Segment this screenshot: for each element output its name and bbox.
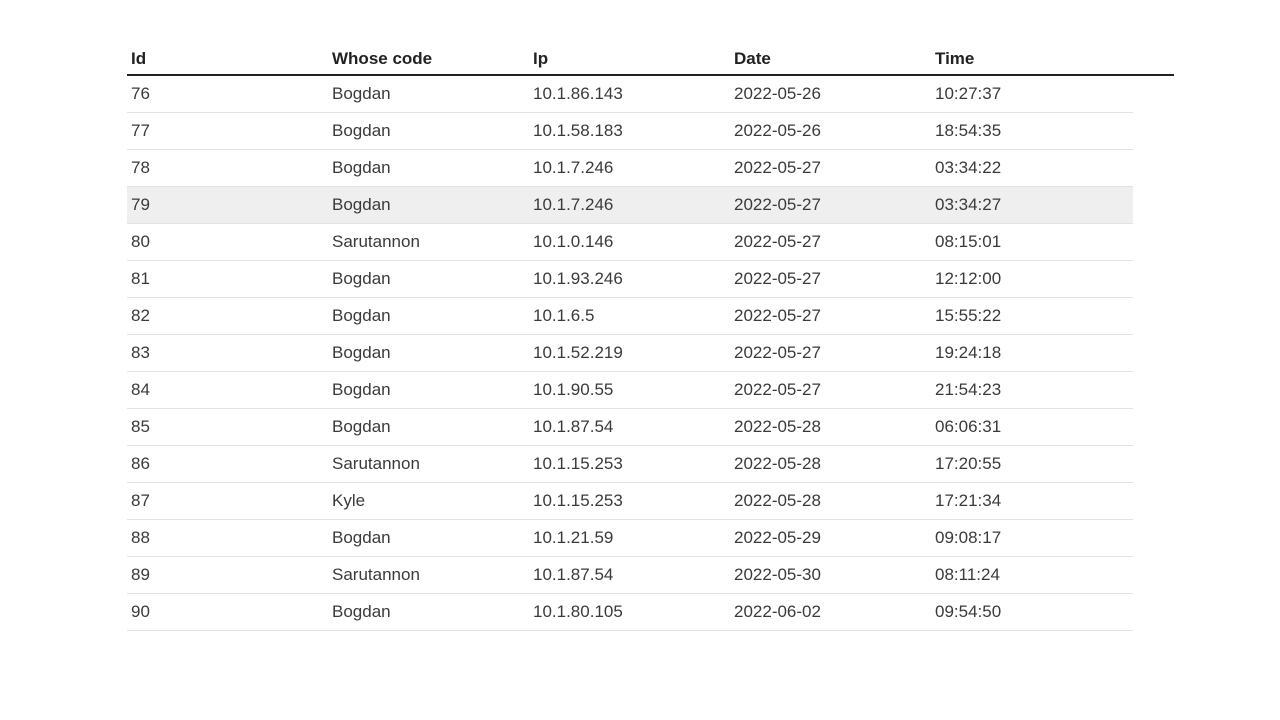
cell-date: 2022-05-29	[734, 528, 821, 547]
column-header-ip[interactable]: Ip	[533, 49, 549, 68]
cell-whose-code: Bogdan	[332, 602, 391, 621]
cell-date: 2022-05-27	[734, 158, 821, 177]
cell-whose-code: Sarutannon	[332, 565, 420, 584]
table-row[interactable]: 80 Sarutannon 10.1.0.146 2022-05-27 08:15:01	[127, 224, 1133, 261]
table-row[interactable]: 86 Sarutannon 10.1.15.253 2022-05-28 17:20:5…	[127, 446, 1133, 483]
cell-whose-code: Bogdan	[332, 269, 391, 288]
cell-time: 15:55:22	[935, 306, 1002, 325]
cell-date: 2022-05-28	[734, 491, 821, 510]
cell-id: 81	[131, 269, 150, 288]
cell-time: 09:08:17	[935, 528, 1002, 547]
table-row[interactable]: 84 Bogdan 10.1.90.55 2022-05-27 21:54:23	[127, 372, 1133, 409]
cell-time: 12:12:00	[935, 269, 1002, 288]
cell-id: 85	[131, 417, 150, 436]
cell-whose-code: Kyle	[332, 491, 366, 510]
cell-id: 87	[131, 491, 150, 510]
cell-time: 03:34:22	[935, 158, 1002, 177]
cell-date: 2022-05-30	[734, 565, 821, 584]
cell-time: 06:06:31	[935, 417, 1002, 436]
cell-whose-code: Bogdan	[332, 380, 391, 399]
table-row[interactable]: 77 Bogdan 10.1.58.183 2022-05-26 18:54:35	[127, 113, 1133, 150]
cell-id: 86	[131, 454, 150, 473]
cell-time: 08:15:01	[935, 232, 1002, 251]
cell-date: 2022-05-26	[734, 121, 821, 140]
cell-time: 09:54:50	[935, 602, 1002, 621]
cell-ip: 10.1.21.59	[533, 528, 614, 547]
cell-time: 17:21:34	[935, 491, 1002, 510]
cell-id: 77	[131, 121, 150, 140]
cell-date: 2022-05-27	[734, 306, 821, 325]
cell-time: 08:11:24	[935, 565, 1000, 584]
cell-ip: 10.1.87.54	[533, 565, 614, 584]
cell-date: 2022-05-28	[734, 454, 821, 473]
cell-whose-code: Bogdan	[332, 158, 391, 177]
cell-date: 2022-06-02	[734, 602, 821, 621]
cell-ip: 10.1.86.143	[533, 84, 623, 103]
table-row[interactable]: 85 Bogdan 10.1.87.54 2022-05-28 06:06:31	[127, 409, 1133, 446]
cell-whose-code: Bogdan	[332, 121, 391, 140]
table-row[interactable]: 90 Bogdan 10.1.80.105 2022-06-02 09:54:50	[127, 594, 1133, 631]
cell-id: 84	[131, 380, 150, 399]
table-row[interactable]: 79 Bogdan 10.1.7.246 2022-05-27 03:34:27	[127, 187, 1133, 224]
cell-whose-code: Bogdan	[332, 343, 391, 362]
table-row[interactable]: 78 Bogdan 10.1.7.246 2022-05-27 03:34:22	[127, 150, 1133, 187]
cell-whose-code: Bogdan	[332, 528, 391, 547]
table-header: Id Whose code Ip Date Time	[127, 44, 1174, 76]
column-header-whose-code[interactable]: Whose code	[332, 49, 433, 68]
cell-ip: 10.1.52.219	[533, 343, 623, 362]
cell-whose-code: Bogdan	[332, 306, 391, 325]
column-header-id[interactable]: Id	[131, 49, 147, 68]
cell-date: 2022-05-27	[734, 343, 821, 362]
table-row[interactable]: 82 Bogdan 10.1.6.5 2022-05-27 15:55:22	[127, 298, 1133, 335]
cell-time: 19:24:18	[935, 343, 1002, 362]
cell-id: 79	[131, 195, 150, 214]
cell-ip: 10.1.7.246	[533, 158, 614, 177]
cell-ip: 10.1.58.183	[533, 121, 623, 140]
cell-time: 17:20:55	[935, 454, 1002, 473]
cell-date: 2022-05-26	[734, 84, 821, 103]
cell-id: 82	[131, 306, 150, 325]
column-header-date[interactable]: Date	[734, 49, 771, 68]
cell-whose-code: Bogdan	[332, 417, 391, 436]
cell-time: 03:34:27	[935, 195, 1002, 214]
cell-whose-code: Bogdan	[332, 195, 391, 214]
cell-time: 18:54:35	[935, 121, 1002, 140]
cell-whose-code: Sarutannon	[332, 232, 420, 251]
table-row[interactable]: 83 Bogdan 10.1.52.219 2022-05-27 19:24:18	[127, 335, 1133, 372]
cell-id: 83	[131, 343, 150, 362]
cell-time: 21:54:23	[935, 380, 1002, 399]
cell-id: 76	[131, 84, 150, 103]
cell-id: 88	[131, 528, 150, 547]
cell-ip: 10.1.80.105	[533, 602, 623, 621]
cell-date: 2022-05-27	[734, 195, 821, 214]
cell-ip: 10.1.0.146	[533, 232, 614, 251]
table-row[interactable]: 87 Kyle 10.1.15.253 2022-05-28 17:21:34	[127, 483, 1133, 520]
cell-time: 10:27:37	[935, 84, 1002, 103]
cell-ip: 10.1.7.246	[533, 195, 614, 214]
cell-whose-code: Sarutannon	[332, 454, 420, 473]
cell-date: 2022-05-28	[734, 417, 821, 436]
cell-date: 2022-05-27	[734, 269, 821, 288]
cell-date: 2022-05-27	[734, 232, 821, 251]
cell-ip: 10.1.6.5	[533, 306, 595, 325]
table-body: 76 Bogdan 10.1.86.143 2022-05-26 10:27:37 77 B…	[127, 76, 1133, 631]
cell-id: 78	[131, 158, 150, 177]
cell-id: 90	[131, 602, 150, 621]
cell-ip: 10.1.87.54	[533, 417, 614, 436]
cell-ip: 10.1.93.246	[533, 269, 623, 288]
table-row[interactable]: 89 Sarutannon 10.1.87.54 2022-05-30 08:11:24	[127, 557, 1133, 594]
table-row[interactable]: 88 Bogdan 10.1.21.59 2022-05-29 09:08:17	[127, 520, 1133, 557]
table-row[interactable]: 81 Bogdan 10.1.93.246 2022-05-27 12:12:00	[127, 261, 1133, 298]
table-row[interactable]: 76 Bogdan 10.1.86.143 2022-05-26 10:27:37	[127, 76, 1133, 113]
cell-ip: 10.1.15.253	[533, 454, 623, 473]
cell-ip: 10.1.15.253	[533, 491, 623, 510]
cell-ip: 10.1.90.55	[533, 380, 614, 399]
cell-date: 2022-05-27	[734, 380, 821, 399]
column-header-time[interactable]: Time	[935, 49, 975, 68]
cell-whose-code: Bogdan	[332, 84, 391, 103]
log-table: Id Whose code Ip Date Time 76 Bogdan 10.1.…	[127, 44, 1174, 631]
cell-id: 89	[131, 565, 150, 584]
cell-id: 80	[131, 232, 150, 251]
